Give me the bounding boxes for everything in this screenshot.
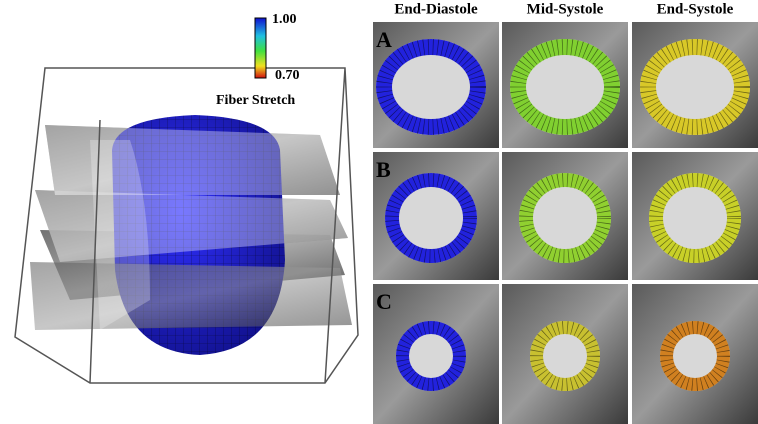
row-label: B <box>376 157 391 182</box>
column-header: Mid-Systole <box>527 1 604 17</box>
colorbar-max: 1.00 <box>272 12 297 27</box>
row-label: C <box>376 289 392 314</box>
panel-grid: End-Diastole Mid-Systole End-Systole A B C <box>373 1 758 424</box>
column-header: End-Systole <box>657 1 734 17</box>
3d-view <box>15 68 358 383</box>
row-label: A <box>376 27 392 52</box>
colorbar-title: Fiber Stretch <box>216 93 295 108</box>
colorbar-min: 0.70 <box>275 68 300 83</box>
colorbar <box>255 18 266 78</box>
figure: 1.00 0.70 Fiber Stretch End-Diastole Mid-… <box>0 0 758 424</box>
column-header: End-Diastole <box>394 1 478 17</box>
